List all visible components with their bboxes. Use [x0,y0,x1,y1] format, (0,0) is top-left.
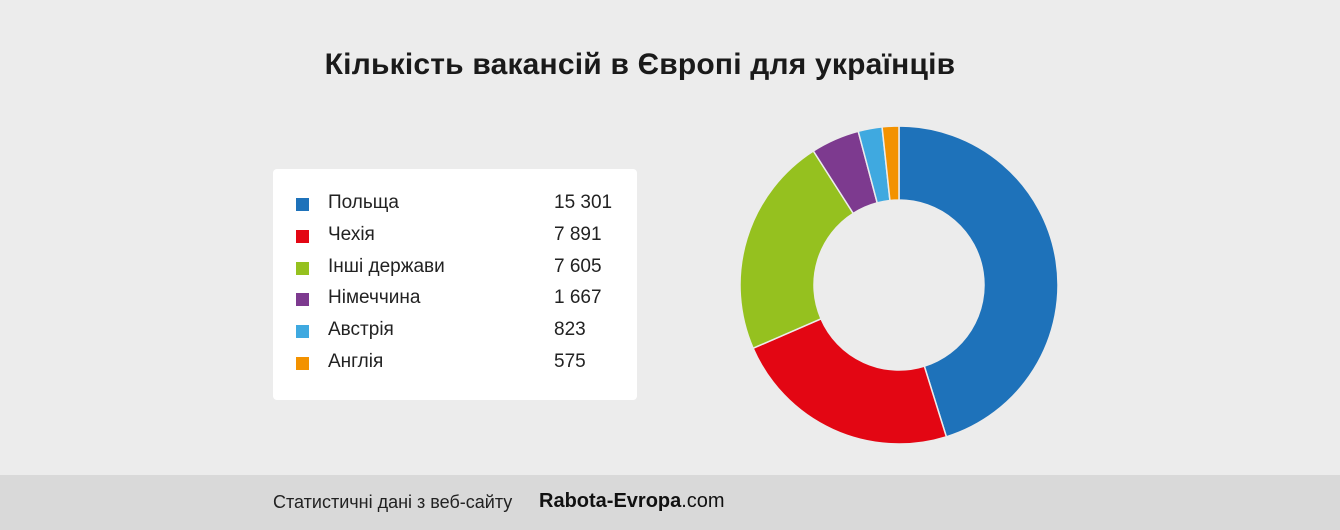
legend-item: Чехія 7 891 [273,222,637,254]
legend: Польща 15 301 Чехія 7 891 Інші держави 7 605 Н… [273,169,637,400]
legend-value: 7 605 [554,255,602,277]
donut-chart [739,125,1059,445]
footer: Статистичні дані з веб-сайту Rabota-Evro… [0,475,1340,530]
legend-label: Австрія [328,319,394,341]
legend-label: Інші держави [328,255,445,277]
chart-title: Кількість вакансій в Європі для українці… [324,48,956,81]
pie-slice [739,149,855,350]
legend-value: 1 667 [554,287,602,309]
legend-item: Австрія 823 [273,317,637,349]
pie-slice [752,317,948,445]
legend-label: Англія [328,350,384,372]
legend-swatch [296,356,309,370]
legend-label: Німеччина [328,287,421,309]
pie-slice [898,125,1059,438]
legend-item: Німеччина 1 667 [273,285,637,317]
pie-slice [881,125,900,202]
legend-swatch [296,229,309,243]
legend-swatch [296,293,309,307]
brand-tld: .com [681,490,725,512]
legend-value: 575 [554,350,586,372]
legend-label: Польща [328,192,399,213]
legend-value: 15 301 [554,192,613,213]
legend-item: Інші держави 7 605 [273,254,637,286]
legend-item: Польща 15 301 [273,190,637,222]
legend-item: Англія 575 [273,349,637,381]
legend-swatch [296,261,309,275]
footer-source-text: Статистичні дані з веб-сайту [273,492,513,512]
brand-name: Rabota-Evropa [539,490,682,512]
legend-swatch [296,325,309,339]
legend-label: Чехія [328,223,375,245]
brand-logo[interactable]: Rabota-Evropa.com [539,490,725,513]
legend-swatch [296,198,309,211]
legend-value: 823 [554,319,586,341]
legend-value: 7 891 [554,223,602,245]
